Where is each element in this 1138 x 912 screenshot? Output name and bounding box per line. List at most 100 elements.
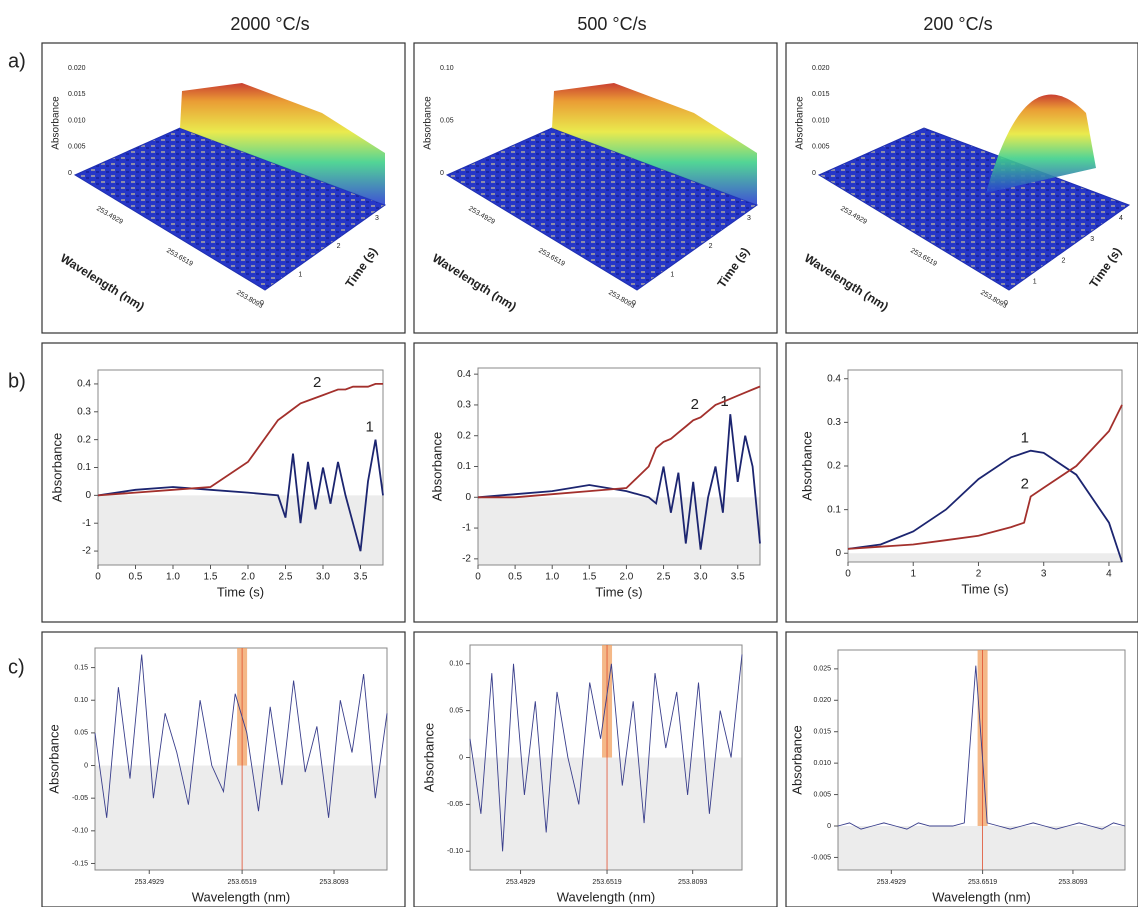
y-axis-label: Time (s) <box>714 245 752 291</box>
x-tick-label: 3.0 <box>316 572 330 583</box>
z-axis-label: Absorbance <box>423 96 434 150</box>
y-tick-label: 0 <box>835 548 841 559</box>
panel-frame <box>41 342 406 623</box>
y-tick-label: 0.015 <box>813 729 831 736</box>
y-tick-label: 0.1 <box>457 461 471 472</box>
y-tick-label: -2 <box>82 546 91 557</box>
series-line <box>97 383 383 497</box>
x-tick-label: 253.4929 <box>839 205 868 226</box>
z-tick-label: 0 <box>440 170 444 177</box>
surface-ridge <box>986 94 1096 193</box>
x-tick-label: 2.5 <box>279 572 293 583</box>
series-label: 2 <box>1021 476 1029 493</box>
y-tick-label: 0.025 <box>813 666 831 673</box>
y-tick-label: 0.2 <box>827 461 841 472</box>
y-tick-label: 0 <box>84 762 88 769</box>
y-tick-label: -0.005 <box>811 854 831 861</box>
series-line <box>847 404 1123 550</box>
x-tick-label: 0.5 <box>508 572 522 583</box>
x-tick-label: 253.6519 <box>592 879 621 886</box>
column-title: 500 °C/s <box>577 14 646 34</box>
y-axis-label: Absorbance <box>789 725 804 794</box>
x-tick-label: 0.5 <box>129 572 143 583</box>
y-tick-label: 0.1 <box>827 504 841 515</box>
surface-ridge <box>552 83 757 205</box>
x-tick-label: 3 <box>1041 569 1047 580</box>
x-tick-label: 3.0 <box>694 572 708 583</box>
series-line <box>847 449 1123 563</box>
y-tick-label: 0.005 <box>813 791 831 798</box>
y-axis-label: Absorbance <box>799 431 814 500</box>
y-tick-label: -0.15 <box>72 860 88 867</box>
z-axis-label: Absorbance <box>51 96 62 150</box>
z-axis-label: Absorbance <box>795 96 806 150</box>
y-tick-label: 0.4 <box>827 373 841 384</box>
y-tick-label: 0.4 <box>77 379 91 390</box>
row-label: c) <box>8 656 25 678</box>
y-tick-label: 0 <box>260 300 264 307</box>
z-tick-label: 0 <box>812 170 816 177</box>
z-tick-label: 0.010 <box>68 117 86 124</box>
series-line <box>478 385 761 499</box>
z-tick-label: 0.10 <box>440 65 454 72</box>
y-tick-label: 0.2 <box>77 434 91 445</box>
y-axis-label: Absorbance <box>429 432 444 501</box>
x-tick-label: 1.0 <box>545 572 559 583</box>
x-tick-label: 2.5 <box>657 572 671 583</box>
x-tick-label: 3.5 <box>731 572 745 583</box>
z-tick-label: 0.05 <box>440 117 454 124</box>
below-zero-shade <box>848 553 1122 562</box>
series-label: 1 <box>366 419 374 436</box>
series-label: 2 <box>691 396 699 413</box>
z-tick-label: 0.005 <box>68 144 86 151</box>
y-axis-label: Time (s) <box>1086 245 1124 291</box>
y-tick-label: 1 <box>670 272 674 279</box>
surface-ridge <box>180 83 385 205</box>
z-tick-label: 0.005 <box>812 144 830 151</box>
y-tick-label: -1 <box>82 518 91 529</box>
z-tick-label: 0.020 <box>812 65 830 72</box>
x-tick-label: 0 <box>845 569 851 580</box>
y-tick-label: 0.3 <box>77 406 91 417</box>
panel-frame <box>413 42 778 334</box>
y-axis-label: Absorbance <box>421 723 436 792</box>
y-tick-label: 0.4 <box>457 369 471 380</box>
z-tick-label: 0 <box>68 170 72 177</box>
y-tick-label: 0 <box>85 490 91 501</box>
z-tick-label: 0.015 <box>68 91 86 98</box>
y-tick-label: 0 <box>827 823 831 830</box>
x-tick-label: 1.5 <box>582 572 596 583</box>
y-tick-label: 3 <box>1090 236 1094 243</box>
series-label: 2 <box>313 374 321 391</box>
y-tick-label: 0.020 <box>813 697 831 704</box>
y-tick-label: 0.05 <box>449 707 463 714</box>
x-tick-label: 0 <box>475 572 481 583</box>
y-tick-label: 1 <box>298 272 302 279</box>
x-axis-label: Time (s) <box>217 584 264 599</box>
y-tick-label: 2 <box>337 243 341 250</box>
x-tick-label: 253.6519 <box>968 879 997 886</box>
x-tick-label: 253.4929 <box>467 205 496 226</box>
surface-floor <box>817 127 1131 291</box>
x-tick-label: 253.6519 <box>165 247 194 268</box>
y-tick-label: -0.05 <box>72 795 88 802</box>
x-tick-label: 0 <box>95 572 101 583</box>
z-tick-label: 0.010 <box>812 117 830 124</box>
panel-frame <box>41 42 406 334</box>
panel-frame <box>785 342 1138 623</box>
y-tick-label: 0.3 <box>457 400 471 411</box>
x-tick-label: 253.6519 <box>537 247 566 268</box>
x-tick-label: 253.8093 <box>1058 879 1087 886</box>
x-tick-label: 1.5 <box>204 572 218 583</box>
y-tick-label: -2 <box>462 553 471 564</box>
y-tick-label: 0 <box>465 492 471 503</box>
y-tick-label: 1 <box>1033 279 1037 286</box>
y-tick-label: 0.010 <box>813 760 831 767</box>
x-tick-label: 253.8093 <box>678 879 707 886</box>
column-title: 2000 °C/s <box>230 14 309 34</box>
y-tick-label: -0.10 <box>447 848 463 855</box>
below-zero-shade <box>478 497 760 565</box>
y-axis-label: Absorbance <box>49 433 64 502</box>
panel-frame <box>785 42 1138 334</box>
